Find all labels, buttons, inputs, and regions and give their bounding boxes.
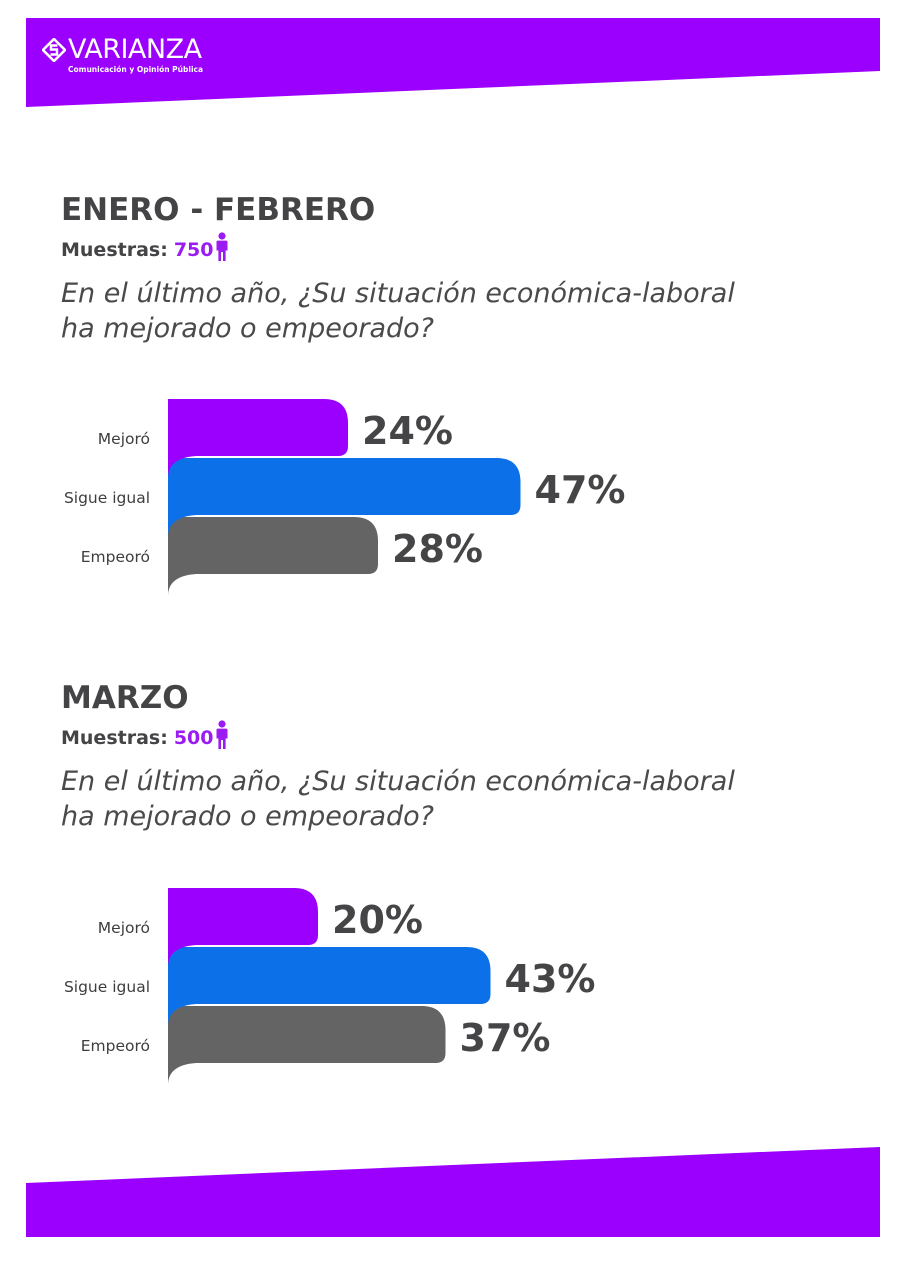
question-line-2: ha mejorado o empeorado? — [61, 801, 434, 832]
value-label: 47% — [535, 468, 626, 512]
samples-value: 500 — [173, 727, 214, 749]
varianza-logo-icon — [42, 38, 66, 62]
category-label: Sigue igual — [64, 978, 150, 996]
brand-logo: VARIANZA Comunicación y Opinión Pública — [42, 36, 203, 74]
category-label: Empeoró — [81, 548, 150, 566]
survey-question: En el último año, ¿Su situación económic… — [61, 764, 821, 834]
person-icon — [216, 232, 228, 261]
bar-sigue-igual — [168, 458, 521, 537]
value-label: 24% — [362, 409, 453, 453]
samples-label: Muestras: — [61, 239, 168, 261]
question-line-1: En el último año, ¿Su situación económic… — [61, 766, 735, 797]
samples-label: Muestras: — [61, 727, 168, 749]
bar-sigue-igual — [168, 947, 491, 1026]
question-line-1: En el último año, ¿Su situación económic… — [61, 278, 735, 309]
bar-mejor- — [168, 888, 318, 967]
bar-empeor- — [168, 517, 378, 596]
category-label: Empeoró — [81, 1037, 150, 1055]
section-title: MARZO — [61, 680, 189, 716]
question-line-2: ha mejorado o empeorado? — [61, 313, 434, 344]
category-label: Sigue igual — [64, 489, 150, 507]
person-icon — [216, 720, 228, 749]
section-title: ENERO - FEBRERO — [61, 192, 376, 228]
samples-info: Muestras: 500 — [61, 720, 229, 750]
survey-question: En el último año, ¿Su situación económic… — [61, 276, 821, 346]
category-label: Mejoró — [98, 430, 150, 448]
samples-value: 750 — [173, 239, 214, 261]
brand-tagline: Comunicación y Opinión Pública — [68, 65, 204, 74]
value-label: 43% — [505, 957, 596, 1001]
bar-empeor- — [168, 1006, 446, 1085]
samples-info: Muestras: 750 — [61, 232, 229, 262]
value-label: 20% — [332, 898, 423, 942]
brand-name: VARIANZA — [68, 34, 202, 65]
category-label: Mejoró — [98, 919, 150, 937]
value-label: 28% — [392, 527, 483, 571]
value-label: 37% — [460, 1016, 551, 1060]
bar-mejor- — [168, 399, 348, 478]
